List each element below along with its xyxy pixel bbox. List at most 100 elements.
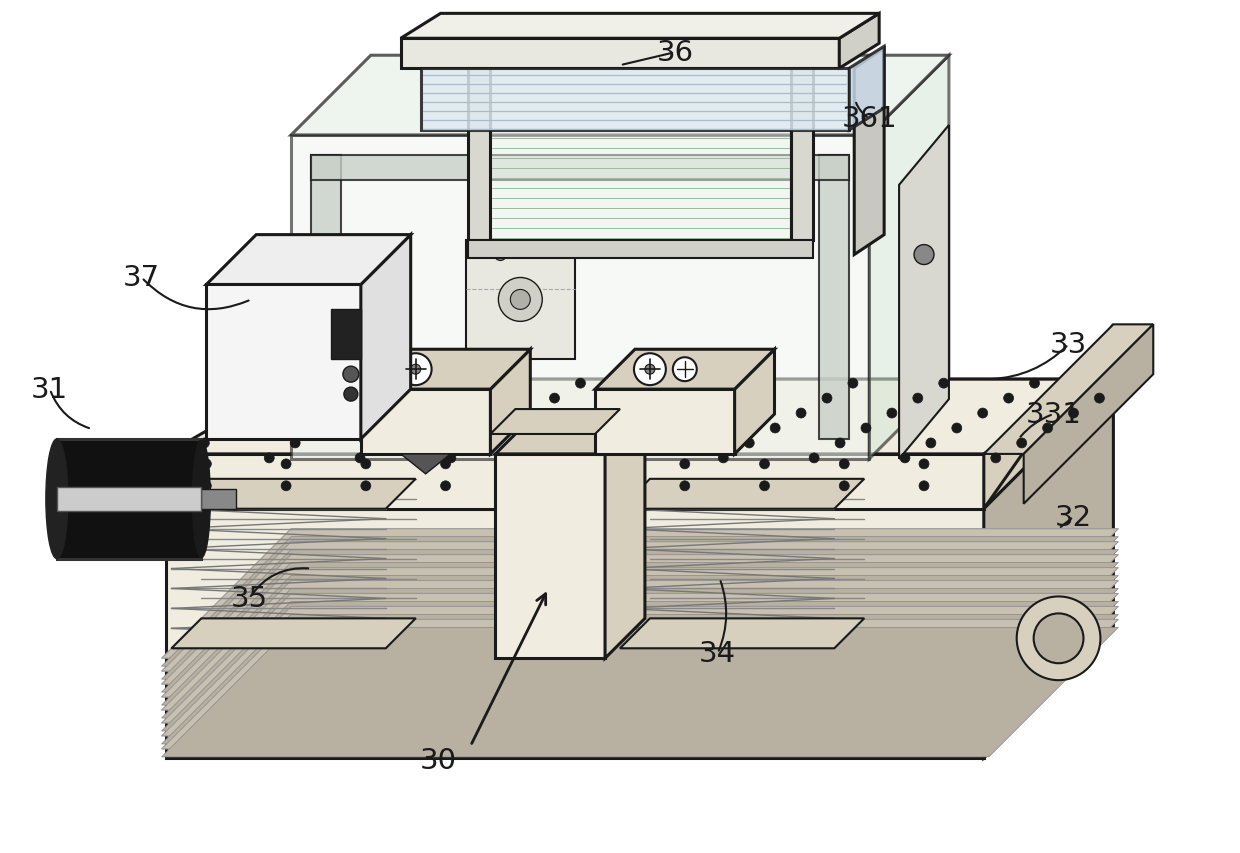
Polygon shape <box>161 537 1118 666</box>
Circle shape <box>563 438 573 449</box>
Circle shape <box>718 454 728 463</box>
Circle shape <box>410 365 420 374</box>
Polygon shape <box>491 350 531 455</box>
Polygon shape <box>171 479 415 509</box>
Circle shape <box>926 438 936 449</box>
Circle shape <box>342 409 352 419</box>
Polygon shape <box>161 555 1118 684</box>
Polygon shape <box>171 618 415 648</box>
Polygon shape <box>57 487 201 511</box>
Polygon shape <box>401 39 839 69</box>
Polygon shape <box>983 325 1114 509</box>
Text: 36: 36 <box>656 39 693 67</box>
Polygon shape <box>595 390 734 455</box>
Circle shape <box>343 367 358 383</box>
Text: 30: 30 <box>420 746 458 774</box>
Polygon shape <box>161 594 1118 723</box>
Polygon shape <box>1024 325 1153 504</box>
Circle shape <box>810 454 820 463</box>
Circle shape <box>174 454 184 463</box>
Circle shape <box>744 438 754 449</box>
Circle shape <box>706 409 715 419</box>
Circle shape <box>913 393 923 403</box>
Circle shape <box>673 357 697 381</box>
Circle shape <box>680 481 689 491</box>
Polygon shape <box>620 479 864 509</box>
Circle shape <box>281 460 291 469</box>
Circle shape <box>600 481 610 491</box>
Circle shape <box>952 423 962 433</box>
Polygon shape <box>620 618 864 648</box>
Polygon shape <box>496 415 645 455</box>
Polygon shape <box>361 235 410 439</box>
Text: 34: 34 <box>699 640 737 668</box>
Circle shape <box>589 423 599 433</box>
Polygon shape <box>166 455 983 509</box>
Circle shape <box>355 454 365 463</box>
Circle shape <box>839 460 849 469</box>
Polygon shape <box>311 156 849 181</box>
Polygon shape <box>161 606 1118 736</box>
Circle shape <box>627 454 637 463</box>
Ellipse shape <box>192 440 211 558</box>
Polygon shape <box>161 615 1118 744</box>
Polygon shape <box>161 628 1118 757</box>
Polygon shape <box>469 69 491 241</box>
Circle shape <box>887 409 897 419</box>
Polygon shape <box>361 390 491 455</box>
Polygon shape <box>491 409 620 434</box>
Polygon shape <box>161 601 1118 731</box>
Circle shape <box>977 409 988 419</box>
Circle shape <box>1095 393 1105 403</box>
Circle shape <box>839 481 849 491</box>
Circle shape <box>361 460 371 469</box>
Circle shape <box>822 393 832 403</box>
Circle shape <box>440 460 450 469</box>
Circle shape <box>680 423 689 433</box>
Polygon shape <box>161 568 1118 697</box>
Circle shape <box>368 393 378 403</box>
Circle shape <box>770 423 780 433</box>
Polygon shape <box>849 47 884 131</box>
Polygon shape <box>311 156 341 439</box>
Circle shape <box>343 387 358 402</box>
Polygon shape <box>161 563 1118 693</box>
Circle shape <box>1003 393 1013 403</box>
Polygon shape <box>420 69 849 131</box>
Circle shape <box>381 438 391 449</box>
Polygon shape <box>57 439 201 559</box>
Polygon shape <box>331 310 361 360</box>
Polygon shape <box>206 235 410 285</box>
Circle shape <box>281 481 291 491</box>
Circle shape <box>1017 438 1027 449</box>
Polygon shape <box>161 581 1118 711</box>
Polygon shape <box>166 380 1114 509</box>
Circle shape <box>1069 409 1079 419</box>
Polygon shape <box>605 415 645 659</box>
Polygon shape <box>854 49 884 255</box>
Circle shape <box>575 379 585 389</box>
Polygon shape <box>166 380 1114 455</box>
Polygon shape <box>291 56 949 136</box>
Polygon shape <box>201 490 237 509</box>
Circle shape <box>399 354 432 386</box>
Circle shape <box>440 481 450 491</box>
Circle shape <box>495 249 506 261</box>
Text: 32: 32 <box>1055 503 1092 531</box>
Circle shape <box>201 460 211 469</box>
Circle shape <box>521 460 531 469</box>
Circle shape <box>680 460 689 469</box>
Circle shape <box>303 379 312 389</box>
Circle shape <box>498 278 542 322</box>
Circle shape <box>939 379 949 389</box>
Circle shape <box>919 481 929 491</box>
Circle shape <box>252 409 262 419</box>
Circle shape <box>653 438 663 449</box>
Circle shape <box>991 454 1001 463</box>
Polygon shape <box>869 56 949 460</box>
Polygon shape <box>983 380 1114 758</box>
Circle shape <box>201 481 211 491</box>
Polygon shape <box>496 455 605 659</box>
Circle shape <box>900 454 910 463</box>
Polygon shape <box>161 529 1118 659</box>
